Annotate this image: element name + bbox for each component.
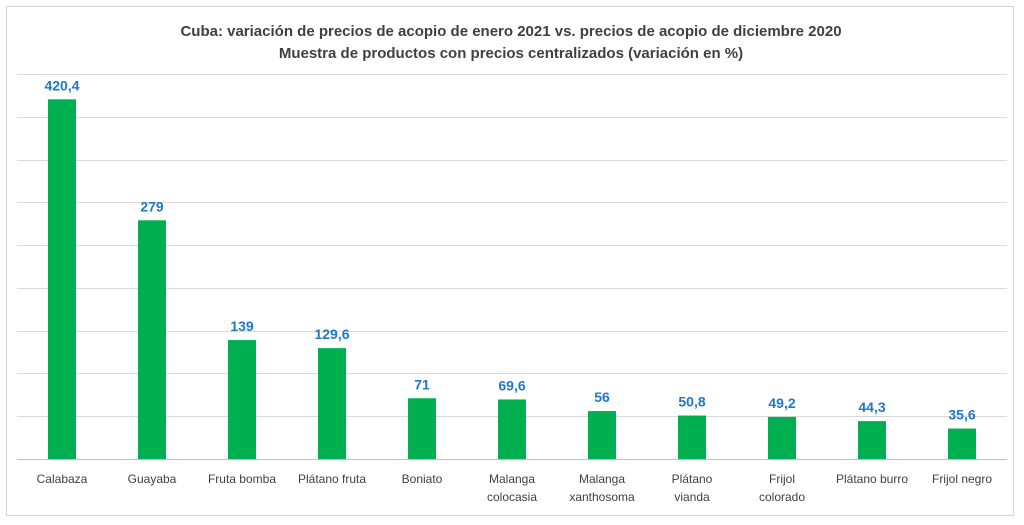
bar	[228, 340, 256, 459]
category-label: Frijol	[769, 472, 795, 486]
data-label: 129,6	[314, 326, 349, 342]
data-label: 44,3	[858, 399, 885, 415]
category-label: Guayaba	[128, 472, 177, 486]
bar	[318, 348, 346, 459]
data-label: 49,2	[768, 395, 795, 411]
bar	[138, 220, 166, 459]
data-label: 420,4	[44, 77, 79, 93]
bar	[948, 428, 976, 459]
category-label: Malanga	[489, 472, 535, 486]
bar	[858, 421, 886, 459]
bar	[408, 398, 436, 459]
category-label: Frijol negro	[932, 472, 992, 486]
category-label: vianda	[674, 490, 710, 504]
chart-title: Cuba: variación de precios de acopio de …	[180, 23, 842, 40]
chart-subtitle: Muestra de productos con precios central…	[278, 45, 744, 62]
category-label: Plátano fruta	[298, 472, 366, 486]
data-label: 71	[414, 376, 430, 392]
category-label: colocasia	[487, 490, 537, 504]
category-label: Fruta bomba	[208, 472, 276, 486]
category-label: Boniato	[402, 472, 443, 486]
category-label: Plátano	[672, 472, 713, 486]
bar	[588, 411, 616, 459]
bar-chart: 420,4 Calabaza 279 Guayaba 139 Fruta bomba 129…	[17, 74, 1007, 504]
category-label: Malanga	[579, 472, 625, 486]
chart-title-block: Cuba: variación de precios de acopio de …	[7, 21, 1015, 65]
category-label: xanthosoma	[569, 490, 635, 504]
bar	[768, 416, 796, 459]
category-label: colorado	[759, 490, 805, 504]
data-label: 56	[594, 389, 610, 405]
category-label: Plátano burro	[836, 472, 908, 486]
data-label: 69,6	[498, 377, 525, 393]
chart-frame: Cuba: variación de precios de acopio de …	[6, 6, 1014, 516]
data-label: 139	[230, 318, 254, 334]
data-label: 279	[140, 198, 164, 214]
bar	[498, 399, 526, 459]
category-label: Calabaza	[37, 472, 88, 486]
data-label: 35,6	[948, 407, 975, 423]
bar	[48, 99, 76, 459]
bar	[678, 415, 706, 459]
data-label: 50,8	[678, 394, 705, 410]
